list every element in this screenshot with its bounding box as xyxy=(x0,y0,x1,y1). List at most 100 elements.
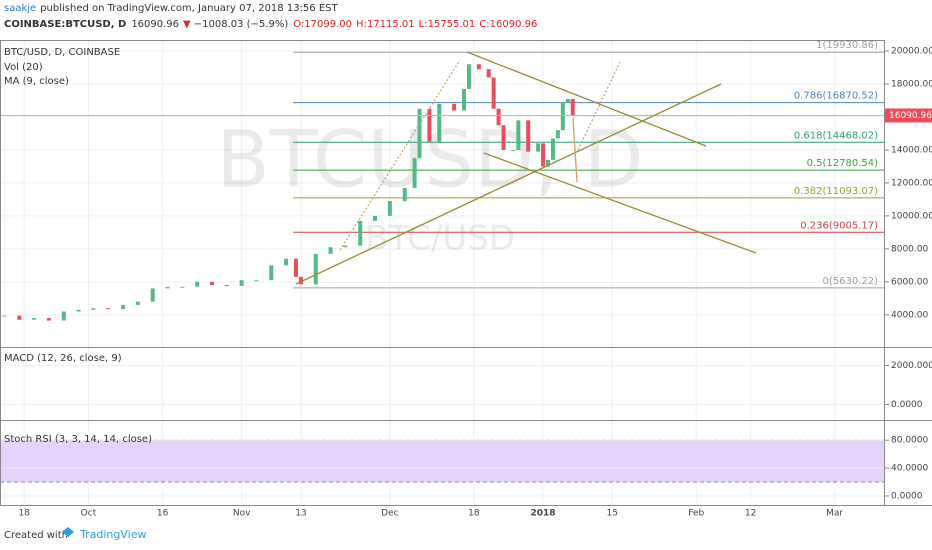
candle xyxy=(466,64,471,89)
projection xyxy=(577,61,621,151)
symbol: COINBASE:BTCUSD, D xyxy=(4,19,126,30)
candle xyxy=(165,286,170,289)
y-tick-label: 0.0000 xyxy=(891,491,923,501)
candle xyxy=(328,247,333,254)
open: O:17099.00 xyxy=(293,19,352,30)
published: published on TradingView.com, January 07… xyxy=(40,3,338,14)
candle xyxy=(343,245,348,248)
y-tick-label: 80.0000 xyxy=(891,436,928,446)
candle xyxy=(545,159,550,167)
candle xyxy=(298,276,303,285)
candle xyxy=(150,288,155,302)
candle xyxy=(293,258,298,277)
pane-borders xyxy=(0,40,932,506)
x-tick-label: 18 xyxy=(468,509,480,519)
candle xyxy=(560,102,565,131)
candle xyxy=(412,158,417,188)
candle xyxy=(550,138,555,160)
candle xyxy=(46,318,51,321)
fib-label: 0.5(12780.54) xyxy=(807,158,879,169)
last: 16090.96 xyxy=(131,19,179,30)
candle xyxy=(570,98,575,116)
candle xyxy=(402,187,407,202)
close: C:16090.96 xyxy=(479,19,537,30)
y-tick-label: 6000.00 xyxy=(891,277,928,287)
candle xyxy=(501,125,506,150)
trend-line xyxy=(466,51,707,147)
x-tick-label: 2018 xyxy=(531,509,556,519)
candle xyxy=(437,103,442,142)
y-tick-label: 4000.00 xyxy=(891,310,928,320)
x-tick-label: 15 xyxy=(607,509,618,519)
candle xyxy=(313,253,318,285)
candle xyxy=(516,120,521,150)
candle xyxy=(387,201,392,216)
candle xyxy=(121,304,126,310)
fib-label: 0.236(9005.17) xyxy=(800,220,878,231)
fib-label: 1(19930.86) xyxy=(816,40,878,51)
x-tick-label: 16 xyxy=(157,509,169,519)
y-tick-label: 12000.00 xyxy=(891,178,932,188)
x-tick-label: Feb xyxy=(688,509,704,519)
x-tick-label: Dec xyxy=(381,509,398,519)
candle xyxy=(135,301,140,305)
y-tick-label: 10000.00 xyxy=(891,211,932,221)
y-tick-label: 8000.00 xyxy=(891,244,928,254)
arrow: ▼ xyxy=(183,19,191,30)
candle xyxy=(284,258,289,266)
fib-label: 0.618(14468.02) xyxy=(794,130,878,141)
footer-brand[interactable]: TradingView xyxy=(79,528,146,541)
author-name[interactable]: saakje xyxy=(4,3,36,14)
candle xyxy=(555,130,560,139)
candle xyxy=(476,64,481,70)
y-tick-label: 0.0000 xyxy=(891,400,923,410)
projection-arrow xyxy=(572,117,578,183)
y-tick-label: 14000.00 xyxy=(891,145,932,155)
stoch-title: Stoch RSI (3, 3, 14, 14, close) xyxy=(4,434,152,445)
candle xyxy=(76,309,81,312)
trend-lines xyxy=(295,51,757,285)
y-tick-label: 2000.0000 xyxy=(891,361,932,371)
fib-label: 0.786(16870.52) xyxy=(794,91,878,102)
candle xyxy=(526,120,531,152)
change: −1008.03 (−5.9%) xyxy=(194,19,289,30)
candle xyxy=(32,318,37,320)
candle xyxy=(536,143,541,152)
price-tag xyxy=(885,108,932,123)
author: saakje published on TradingView.com, Janu… xyxy=(4,3,338,14)
macd-title: MACD (12, 26, close, 9) xyxy=(4,353,122,364)
y-tick-label: 18000.00 xyxy=(891,80,932,90)
x-tick-label: 13 xyxy=(295,509,306,519)
candle xyxy=(373,215,378,221)
candle xyxy=(496,108,501,126)
candle xyxy=(2,315,7,317)
y-tick-label: 40.0000 xyxy=(891,464,928,474)
candle xyxy=(427,108,432,142)
candle xyxy=(565,98,570,103)
plot-area: 18 Oct 16 Nov 13 Dec 18 2018 15 Feb 12 Mar 20000.00 1… xyxy=(0,40,932,519)
candle xyxy=(358,220,363,246)
chart-title: BTC/USD, D, COINBASE xyxy=(4,47,120,58)
candle xyxy=(541,143,546,167)
candle xyxy=(461,88,466,111)
logo xyxy=(62,527,74,537)
candle xyxy=(239,280,244,286)
projection xyxy=(339,59,461,251)
trend-line xyxy=(295,83,722,285)
fib-label: 0.382(11093.07) xyxy=(794,186,878,197)
x-tick-label: 18 xyxy=(18,509,30,519)
candle xyxy=(254,280,259,282)
trend-line xyxy=(483,152,757,254)
candle xyxy=(106,308,111,310)
ohlc-line: COINBASE:BTCUSD, D 16090.96 ▼ −1008.03 (−5.… xyxy=(4,19,537,30)
watermark: BTC/USD xyxy=(365,219,515,259)
candle xyxy=(269,265,274,281)
low: L:15755.01 xyxy=(419,19,476,30)
high: H:17115.01 xyxy=(356,19,415,30)
footer-created: Created with xyxy=(4,530,68,541)
candle xyxy=(209,281,214,286)
candle xyxy=(491,77,496,109)
band xyxy=(0,440,885,483)
y-tick-label: 20000.00 xyxy=(891,47,932,57)
